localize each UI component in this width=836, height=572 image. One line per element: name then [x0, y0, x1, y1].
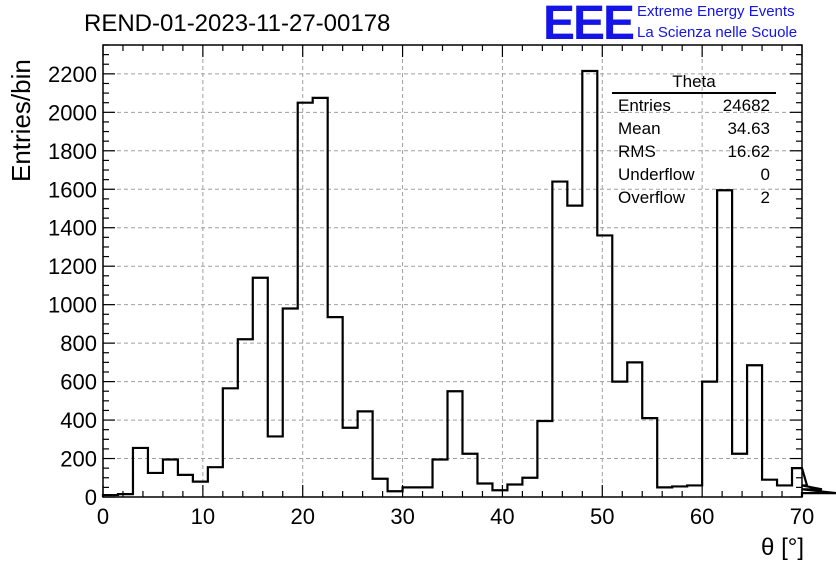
- y-tick-label: 800: [60, 331, 97, 356]
- x-tick-label: 50: [590, 504, 614, 529]
- x-tick-label: 20: [290, 504, 314, 529]
- x-tick-labels: 0 10 20 30 40 50 60 70: [97, 504, 814, 529]
- x-tick-label: 70: [790, 504, 814, 529]
- stat-row-entries: Entries 24682: [612, 94, 776, 117]
- chart-title: REND-01-2023-11-27-00178: [84, 10, 391, 37]
- histogram-series: [101, 69, 836, 497]
- stat-label: Entries: [618, 96, 671, 115]
- stat-row-mean: Mean 34.63: [612, 117, 776, 140]
- y-tick-label: 2200: [48, 62, 97, 87]
- y-tick-label: 1400: [48, 216, 97, 241]
- plot-frame: [102, 44, 803, 498]
- x-axis-label: θ [°]: [761, 534, 804, 561]
- stat-label: RMS: [618, 142, 656, 161]
- x-tick-label: 30: [390, 504, 414, 529]
- x-tick-label: 60: [690, 504, 714, 529]
- y-tick-label: 2000: [48, 100, 97, 125]
- x-tick-label: 10: [191, 504, 215, 529]
- stat-value: 34.63: [727, 119, 770, 138]
- stat-label: Underflow: [618, 165, 695, 184]
- y-tick-label: 200: [60, 447, 97, 472]
- y-tick-label: 1000: [48, 293, 97, 318]
- x-tick-label: 40: [490, 504, 514, 529]
- logo-line-2: La Scienza nelle Scuole: [637, 24, 798, 41]
- axis-ticks: [102, 44, 803, 498]
- stat-row-rms: RMS 16.62: [612, 140, 776, 163]
- stat-row-underflow: Underflow 0: [612, 163, 776, 186]
- stat-label: Overflow: [618, 188, 686, 207]
- y-tick-label: 0: [85, 485, 97, 510]
- stat-value: 24682: [722, 96, 770, 115]
- y-tick-label: 600: [60, 370, 97, 395]
- eee-logo: EEE: [543, 0, 635, 50]
- stat-row-overflow: Overflow 2: [612, 186, 776, 209]
- y-tick-label: 1200: [48, 254, 97, 279]
- stat-value: 0: [760, 165, 770, 184]
- stat-label: Mean: [618, 119, 661, 138]
- stat-value: 16.62: [727, 142, 770, 161]
- x-tick-label: 0: [97, 504, 109, 529]
- grid-lines: [103, 45, 802, 497]
- y-tick-label: 1800: [48, 139, 97, 164]
- y-axis-label: Entries/bin: [6, 59, 36, 182]
- stats-title: Theta: [612, 72, 776, 94]
- y-tick-label: 1600: [48, 177, 97, 202]
- logo-line-1: Extreme Energy Events: [637, 3, 795, 20]
- y-tick-labels: 0 200 400 600 800 1000 1200 1400 1600 1800 2000 220…: [48, 62, 97, 510]
- stat-value: 2: [760, 188, 770, 207]
- stats-box: Theta Entries 24682 Mean 34.63 RMS 16.62 Under…: [612, 72, 776, 209]
- y-tick-label: 400: [60, 408, 97, 433]
